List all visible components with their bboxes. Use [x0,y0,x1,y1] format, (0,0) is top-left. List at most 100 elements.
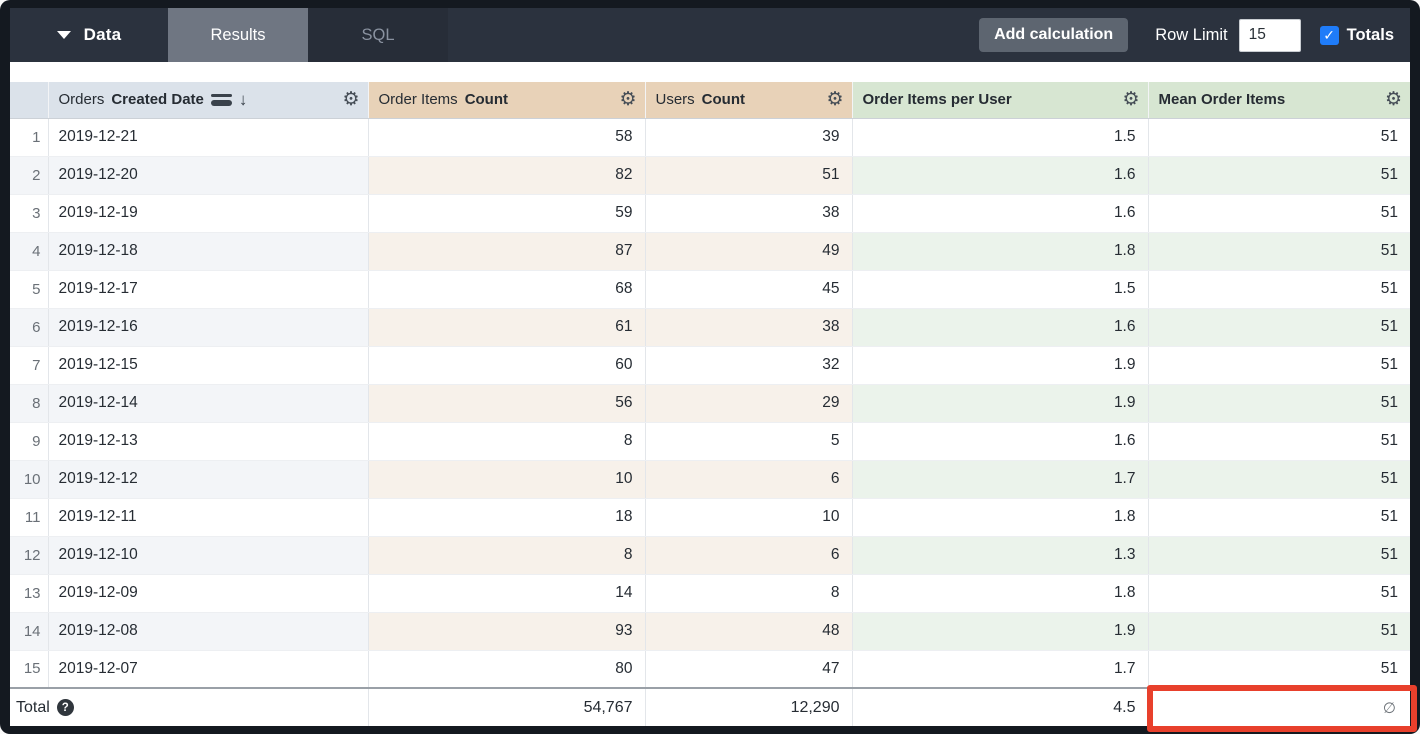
cell-orders-created-date[interactable]: 2019-12-07 [48,650,369,689]
cell-order-items-count[interactable]: 87 [368,232,646,271]
cell-order-items-per-user[interactable]: 1.6 [852,422,1149,461]
column-header-order-items-count[interactable]: Order Items Count ⚙ [368,82,646,119]
cell-users-count[interactable]: 10 [645,498,853,537]
cell-mean-order-items[interactable]: 51 [1148,194,1410,233]
cell-order-items-per-user[interactable]: 1.5 [852,270,1149,309]
cell-order-items-per-user[interactable]: 1.7 [852,460,1149,499]
tab-sql[interactable]: SQL [308,8,448,62]
cell-order-items-count[interactable]: 80 [368,650,646,689]
cell-orders-created-date[interactable]: 2019-12-17 [48,270,369,309]
cell-order-items-count[interactable]: 60 [368,346,646,385]
cell-mean-order-items[interactable]: 51 [1148,156,1410,195]
gear-icon[interactable]: ⚙ [826,89,844,111]
cell-order-items-per-user[interactable]: 1.5 [852,118,1149,157]
cell-mean-order-items[interactable]: 51 [1148,574,1410,613]
gear-icon[interactable]: ⚙ [1384,89,1402,111]
cell-mean-order-items[interactable]: 51 [1148,498,1410,537]
row-number-header [10,82,49,119]
cell-order-items-per-user[interactable]: 1.9 [852,384,1149,423]
cell-mean-order-items[interactable]: 51 [1148,308,1410,347]
tab-results[interactable]: Results [168,8,308,62]
cell-users-count[interactable]: 38 [645,308,853,347]
cell-users-count[interactable]: 6 [645,536,853,575]
gear-icon[interactable]: ⚙ [342,89,360,111]
cell-orders-created-date[interactable]: 2019-12-08 [48,612,369,651]
cell-users-count[interactable]: 32 [645,346,853,385]
help-icon[interactable]: ? [56,699,74,716]
table-row: 7 2019-12-15 60 32 1.9 51 [10,346,1410,385]
cell-mean-order-items[interactable]: 51 [1148,460,1410,499]
add-calculation-button[interactable]: Add calculation [979,18,1129,52]
cell-mean-order-items[interactable]: 51 [1148,118,1410,157]
cell-users-count[interactable]: 38 [645,194,853,233]
cell-orders-created-date[interactable]: 2019-12-09 [48,574,369,613]
cell-mean-order-items[interactable]: 51 [1148,536,1410,575]
cell-order-items-count[interactable]: 14 [368,574,646,613]
row-number: 14 [10,612,49,651]
cell-order-items-count[interactable]: 18 [368,498,646,537]
cell-mean-order-items[interactable]: 51 [1148,232,1410,271]
cell-orders-created-date[interactable]: 2019-12-16 [48,308,369,347]
cell-mean-order-items[interactable]: 51 [1148,346,1410,385]
gear-icon[interactable]: ⚙ [619,89,637,111]
row-limit-input[interactable] [1238,18,1301,52]
cell-order-items-count[interactable]: 56 [368,384,646,423]
cell-orders-created-date[interactable]: 2019-12-13 [48,422,369,461]
cell-orders-created-date[interactable]: 2019-12-19 [48,194,369,233]
cell-order-items-count[interactable]: 8 [368,536,646,575]
cell-orders-created-date[interactable]: 2019-12-15 [48,346,369,385]
cell-users-count[interactable]: 29 [645,384,853,423]
cell-order-items-count[interactable]: 61 [368,308,646,347]
cell-orders-created-date[interactable]: 2019-12-12 [48,460,369,499]
cell-mean-order-items[interactable]: 51 [1148,612,1410,651]
fill-fields-icon[interactable] [210,93,232,106]
cell-users-count[interactable]: 45 [645,270,853,309]
cell-order-items-count[interactable]: 58 [368,118,646,157]
cell-orders-created-date[interactable]: 2019-12-20 [48,156,369,195]
column-header-orders-created-date[interactable]: Orders Created Date ↓ ⚙ [48,82,369,119]
data-panel-toggle[interactable]: Data [10,8,168,62]
cell-users-count[interactable]: 47 [645,650,853,689]
gear-icon[interactable]: ⚙ [1122,89,1140,111]
cell-order-items-per-user[interactable]: 1.3 [852,536,1149,575]
cell-mean-order-items[interactable]: 51 [1148,384,1410,423]
sort-desc-icon[interactable]: ↓ [238,90,248,110]
cell-orders-created-date[interactable]: 2019-12-14 [48,384,369,423]
cell-orders-created-date[interactable]: 2019-12-11 [48,498,369,537]
cell-order-items-count[interactable]: 93 [368,612,646,651]
cell-orders-created-date[interactable]: 2019-12-21 [48,118,369,157]
cell-order-items-per-user[interactable]: 1.8 [852,574,1149,613]
cell-order-items-per-user[interactable]: 1.6 [852,156,1149,195]
cell-mean-order-items[interactable]: 51 [1148,650,1410,689]
cell-users-count[interactable]: 5 [645,422,853,461]
cell-order-items-per-user[interactable]: 1.8 [852,498,1149,537]
column-header-mean-order-items[interactable]: Mean Order Items ⚙ [1148,82,1410,119]
column-header-order-items-per-user[interactable]: Order Items per User ⚙ [852,82,1149,119]
cell-users-count[interactable]: 49 [645,232,853,271]
cell-order-items-per-user[interactable]: 1.7 [852,650,1149,689]
cell-order-items-per-user[interactable]: 1.6 [852,308,1149,347]
cell-users-count[interactable]: 39 [645,118,853,157]
row-number: 4 [10,232,49,271]
cell-users-count[interactable]: 48 [645,612,853,651]
table-row: 3 2019-12-19 59 38 1.6 51 [10,194,1410,233]
cell-orders-created-date[interactable]: 2019-12-10 [48,536,369,575]
cell-orders-created-date[interactable]: 2019-12-18 [48,232,369,271]
cell-users-count[interactable]: 6 [645,460,853,499]
cell-order-items-per-user[interactable]: 1.9 [852,346,1149,385]
cell-users-count[interactable]: 8 [645,574,853,613]
cell-order-items-count[interactable]: 10 [368,460,646,499]
cell-order-items-count[interactable]: 68 [368,270,646,309]
table-row: 8 2019-12-14 56 29 1.9 51 [10,384,1410,423]
cell-order-items-per-user[interactable]: 1.6 [852,194,1149,233]
cell-mean-order-items[interactable]: 51 [1148,270,1410,309]
cell-order-items-per-user[interactable]: 1.8 [852,232,1149,271]
cell-order-items-count[interactable]: 59 [368,194,646,233]
totals-checkbox[interactable]: ✓ [1319,25,1339,45]
cell-order-items-count[interactable]: 8 [368,422,646,461]
cell-order-items-per-user[interactable]: 1.9 [852,612,1149,651]
column-header-users-count[interactable]: Users Count ⚙ [645,82,853,119]
cell-mean-order-items[interactable]: 51 [1148,422,1410,461]
cell-users-count[interactable]: 51 [645,156,853,195]
cell-order-items-count[interactable]: 82 [368,156,646,195]
